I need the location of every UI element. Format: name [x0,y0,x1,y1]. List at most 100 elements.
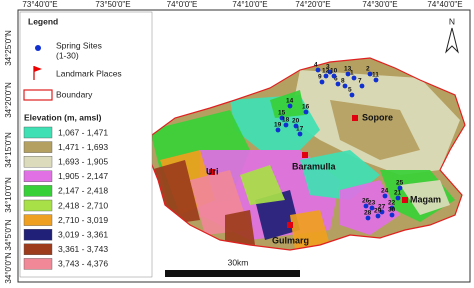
landmark-marker [352,115,358,121]
spring-label: 24 [381,188,389,195]
elevation-swatch [23,214,53,226]
spring-label: 7 [358,78,362,85]
north-arrow [445,27,459,54]
spring-site [367,71,373,77]
spring-label: 14 [286,98,294,105]
latitude-label: 34°0'0"N [4,252,13,283]
spring-label: 3 [326,64,330,71]
elevation-swatch [23,228,53,241]
elevation-swatch [23,258,53,270]
spring-site [283,122,289,128]
elevation-zone [400,180,450,215]
spring-label: 8 [341,78,345,85]
spring-site [345,71,351,77]
scale-label: 30km [228,257,249,267]
spring-label: 4 [314,62,318,69]
elevation-label: 3,361 - 3,743 [58,244,108,254]
place-label: Magam [410,194,441,204]
flag-symbol [34,66,42,72]
spring-label: 15 [278,110,286,117]
elevation-swatch [23,199,53,212]
spring-label: 21 [394,190,402,197]
spring-site [342,83,348,89]
elevation-label: 2,418 - 2,710 [58,200,108,210]
spring-label: 28 [364,210,372,217]
legend-subtitle: Elevation (m, amsl) [24,112,102,122]
longitude-label: 73°50'0"E [95,0,130,9]
spring-label: 10 [330,68,338,75]
spring-site [275,127,281,133]
spring-site [382,193,388,199]
legend-label: Spring Sites [56,40,102,50]
spring-site [375,213,381,219]
spring-label: 1 [350,70,354,77]
spring-label: 22 [388,200,396,207]
longitude-label: 74°10'0"E [232,0,267,9]
spring-site [279,115,285,121]
spring-site [349,92,355,98]
spring-label: 20 [292,118,300,125]
spring-site [373,77,379,83]
longitude-label: 74°30'0"E [362,0,397,9]
elevation-zone [290,210,330,250]
spring-label: 27 [378,204,386,211]
place-label: Baramulla [292,161,337,171]
spring-label: 17 [296,126,304,133]
boundary-symbol [23,89,53,101]
spring-site [335,81,341,87]
spring-site [287,103,293,109]
spring-label: 26 [362,198,370,205]
spring-label: 25 [396,180,404,187]
latitude-label: 34°5'0"N [4,219,13,250]
spring-site [331,73,337,79]
longitude-label: 74°20'0"E [295,0,330,9]
spring-site [327,69,333,75]
spring-site [319,79,325,85]
north-label: N [449,16,455,26]
legend-label: (1-30) [56,50,79,60]
spring-label: 29 [374,208,382,215]
spring-site [293,123,299,129]
elevation-label: 2,710 - 3,019 [58,215,108,225]
spring-label: 12 [322,68,330,75]
spring-site [359,83,365,89]
spring-site [395,195,401,201]
spring-label: 18 [282,117,290,124]
spring-symbol [35,45,41,51]
elevation-swatch [23,185,53,197]
elevation-swatch [23,155,53,168]
landmark-marker [287,222,293,228]
elevation-swatch [23,141,53,153]
scale-bar [165,270,300,277]
elevation-swatch [23,243,53,256]
elevation-zone [270,90,305,118]
landmark-marker [302,152,308,158]
spring-site [315,67,321,73]
landmark-marker [209,169,215,175]
latitude-label: 34°20'0"N [4,82,13,118]
legend-label: Landmark Places [56,68,122,78]
place-label: Uri [206,166,219,176]
spring-label: 9 [318,74,322,81]
elevation-zone [240,165,285,205]
elevation-zone [225,210,255,245]
latitude-label: 34°10'0"N [4,177,13,213]
spring-label: 5 [348,87,352,94]
spring-label: 13 [344,66,352,73]
spring-site [389,212,395,218]
spring-site [369,205,375,211]
spring-site [351,75,357,81]
spring-site [363,203,369,209]
legend: Legend Spring Sites (1-30) Landmark Plac… [19,11,153,278]
elevation-swatch [23,170,53,183]
longitude-label: 74°0'0"E [167,0,198,9]
elevation-label: 3,019 - 3,361 [58,229,108,239]
elevation-swatch [23,126,53,139]
study-boundary [149,57,466,251]
spring-site [303,109,309,115]
elevation-label: 2,147 - 2,418 [58,186,108,196]
spring-site [397,185,403,191]
spring-label: 16 [302,104,310,111]
latitude-label: 34°15'0"N [4,132,13,168]
